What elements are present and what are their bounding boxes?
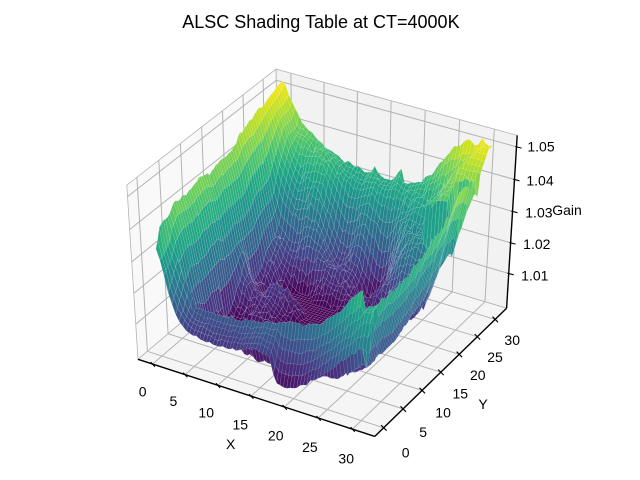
svg-text:ALSC Shading Table at CT=4000K: ALSC Shading Table at CT=4000K (182, 12, 459, 32)
svg-text:25: 25 (302, 439, 318, 455)
svg-text:1.05: 1.05 (527, 139, 554, 155)
svg-text:30: 30 (504, 332, 520, 348)
svg-text:Gain: Gain (552, 202, 582, 218)
svg-text:5: 5 (419, 424, 427, 440)
svg-text:1.01: 1.01 (521, 267, 548, 283)
svg-text:0: 0 (139, 384, 147, 400)
svg-text:15: 15 (453, 386, 469, 402)
svg-text:1.04: 1.04 (526, 173, 553, 189)
svg-text:25: 25 (487, 349, 503, 365)
svg-text:20: 20 (268, 427, 284, 443)
svg-text:Y: Y (478, 396, 488, 412)
svg-text:0: 0 (402, 445, 410, 461)
svg-text:30: 30 (338, 451, 354, 467)
svg-text:1.02: 1.02 (523, 236, 550, 252)
svg-text:10: 10 (198, 405, 214, 421)
svg-text:15: 15 (233, 416, 249, 432)
svg-text:1.03: 1.03 (525, 205, 552, 221)
svg-text:5: 5 (170, 393, 178, 409)
svg-text:X: X (226, 436, 236, 452)
svg-text:10: 10 (435, 405, 451, 421)
svg-text:20: 20 (470, 367, 486, 383)
